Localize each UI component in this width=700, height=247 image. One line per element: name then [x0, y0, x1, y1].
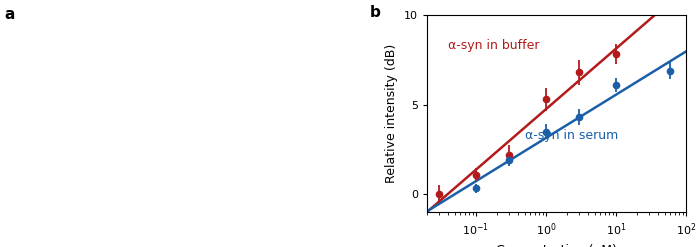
Text: b: b	[370, 5, 381, 20]
X-axis label: Concentration (pM): Concentration (pM)	[496, 244, 617, 247]
Text: α-syn in buffer: α-syn in buffer	[448, 39, 539, 52]
Text: α-syn in serum: α-syn in serum	[526, 129, 619, 143]
Y-axis label: Relative intensity (dB): Relative intensity (dB)	[386, 44, 398, 183]
Text: a: a	[4, 7, 15, 22]
